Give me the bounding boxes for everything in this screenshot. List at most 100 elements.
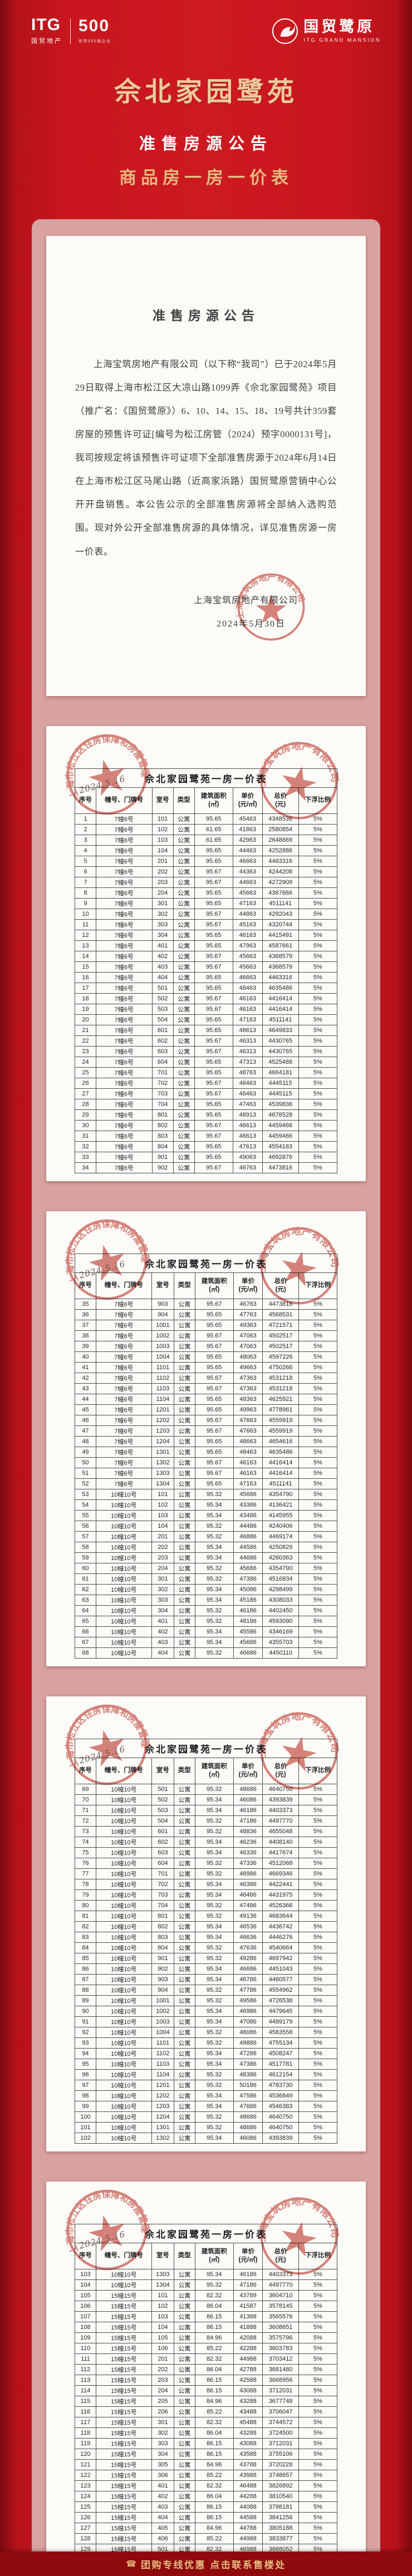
cell: 46163 [232,929,263,941]
cell: 29 [74,1109,97,1121]
cell: 95.32 [194,2037,234,2049]
cell: 公寓 [173,1467,195,1479]
cell: 5% [298,1130,338,1142]
cell: 公寓 [173,1552,195,1563]
cell: 5% [298,1330,338,1341]
table-row: 35 7幢6号 903 公寓 95.67 46763 4473816 5% [75,1298,338,1310]
cell: 801 [151,1109,174,1121]
cell: 4459466 [262,1130,299,1142]
cell: 10幢10号 [95,1636,152,1648]
cell: 122 [75,2469,96,2481]
cell: 4416414 [262,1003,299,1015]
table-row: 8 7幢6号 204 公寓 95.65 45663 4367666 5% [74,887,338,899]
cell: 5% [298,982,338,994]
column-header: 室号 [151,787,174,814]
cell: 公寓 [173,2416,195,2428]
cell: 4536849 [262,2090,299,2101]
cell: 703 [151,1889,174,1901]
cell: 97 [75,2079,96,2091]
cell: 公寓 [173,1425,195,1437]
table-row: 37 7幢6号 1001 公寓 95.65 49363 4721571 5% [75,1319,338,1331]
cell: 204 [151,2385,174,2396]
cell: 44363 [232,866,263,877]
cell: 12 [74,929,97,941]
footer-link[interactable]: 团购专线优惠 点击联系售楼处 [140,2559,286,2570]
table-row: 56 10幢10号 104 公寓 95.32 44486 4240406 5% [75,1520,338,1532]
cell: 4649833 [262,1024,299,1036]
cell: 82.32 [194,2480,234,2491]
cell: 47063 [233,1340,263,1352]
cell: 86 [75,1963,96,1975]
cell: 46 [75,1414,96,1426]
cell: 205 [151,2395,174,2407]
table-row: 13 7幢6号 401 公寓 95.65 47963 4587661 5% [74,940,338,951]
cell: 4697942 [262,1952,299,1964]
cell: 47163 [232,897,263,909]
cell: 5% [298,1815,338,1827]
cell: 10幢10号 [95,1825,152,1837]
cell: 7幢6号 [96,1141,153,1152]
itg-logo-text: ITG [31,16,61,34]
cell: 公寓 [173,2016,195,2027]
cell: 公寓 [173,1889,195,1901]
cell: 10幢10号 [95,1847,152,1858]
cell: 公寓 [173,2437,195,2449]
cell: 47313 [232,1056,263,1068]
header-row: 序号 幢号、门牌号 室号 类型 建筑面积 (㎡) 单价 (元/㎡) 总价 (元) 下浮比例 [75,1272,338,1299]
cell: 79 [75,1889,96,1901]
cell: 304 [151,2448,174,2460]
cell: 95.34 [194,1583,234,1595]
table-row: 98 10幢10号 1202 公寓 95.34 47586 4536849 5% [75,2090,338,2101]
cell: 10幢10号 [95,1815,152,1827]
cell: 公寓 [173,1404,195,1415]
cell: 10幢10号 [95,1836,152,1848]
cell: 84.96 [194,2522,234,2534]
cell: 95.32 [194,1562,234,1574]
cell: 902 [151,1963,174,1975]
cell: 95.65 [194,1151,233,1163]
table-row: 79 10幢10号 703 公寓 95.34 46486 4431975 5% [75,1889,338,1901]
cell: 802 [151,1921,174,1932]
table-row: 2 7幢6号 102 公寓 61.65 41863 2580854 5% [74,823,338,835]
cell: 28 [74,1098,97,1110]
table-row: 100 10幢10号 1204 公寓 95.32 48686 4640750 5% [75,2111,338,2123]
cell: 公寓 [173,1825,195,1837]
cell: 4502517 [262,1330,299,1341]
cell: 61.65 [194,834,233,846]
cell: 49586 [233,1995,263,2006]
cell: 95.32 [194,1615,234,1627]
cell: 34 [74,1162,97,1173]
cell: 公寓 [173,2342,195,2354]
cell: 3826892 [262,2480,299,2491]
cell: 106 [75,2300,96,2312]
cell: 406 [151,2533,174,2544]
cell: 704 [151,1098,174,1110]
cell: 95.65 [194,1024,233,1036]
cell: 7幢6号 [95,1361,152,1373]
cell: 4531218 [262,1383,299,1394]
cell: 46488 [233,2480,263,2491]
cell: 108 [75,2321,96,2333]
cell: 5% [298,1973,338,1985]
table-row: 38 7幢6号 1002 公寓 95.67 47063 4502517 5% [75,1330,338,1341]
cell: 73 [75,1825,96,1837]
cell: 1101 [151,2037,174,2049]
cell: 4308033 [262,1594,299,1606]
table-row: 95 10幢10号 1103 公寓 95.34 47386 4517781 5% [75,2058,338,2070]
table-row: 34 7幢6号 902 公寓 95.67 46763 4473816 5% [74,1162,338,1173]
cell: 4511141 [262,1478,299,1489]
cell: 7幢6号 [96,908,153,920]
cell: 95.67 [194,961,233,973]
table-row: 86 10幢10号 902 公寓 95.34 46686 4451043 5% [75,1963,338,1975]
cell: 95.32 [194,1573,234,1585]
cell: 公寓 [173,1605,195,1616]
cell: 公寓 [173,1921,195,1932]
cell: 95.34 [194,2268,234,2280]
cell: 401 [151,2480,174,2491]
cell: 4559919 [262,1425,299,1437]
cell: 10幢10号 [95,2132,152,2144]
cell: 99 [75,2100,96,2112]
cell: 5% [298,1942,338,1953]
cell: 5% [298,2353,338,2365]
cell: 公寓 [173,2363,195,2375]
